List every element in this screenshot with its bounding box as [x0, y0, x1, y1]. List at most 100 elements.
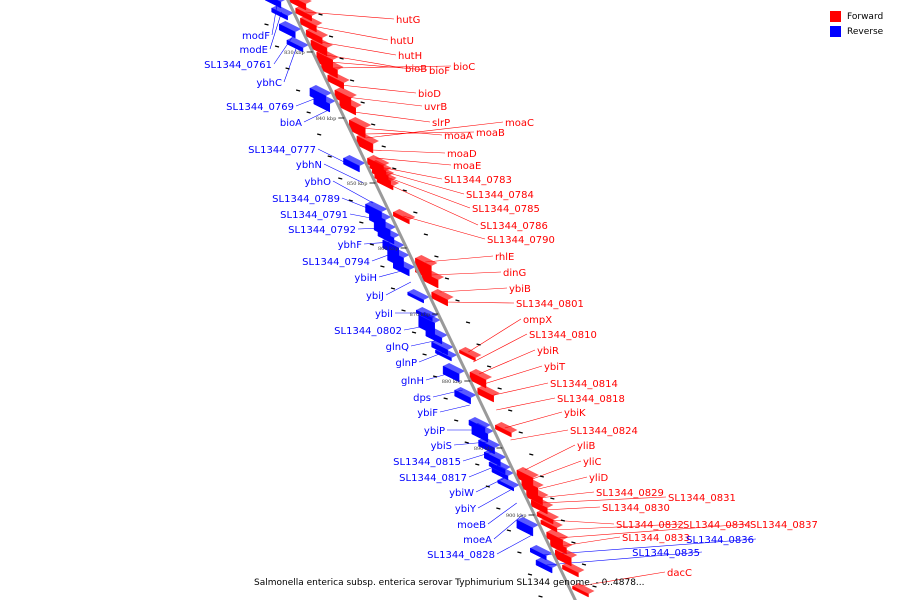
reverse-gene-label[interactable]: modE: [239, 45, 268, 56]
forward-gene-block[interactable]: [376, 175, 400, 191]
reverse-gene-block[interactable]: [279, 21, 302, 39]
reverse-gene-label[interactable]: SL1344_0792: [288, 225, 356, 236]
forward-gene-label[interactable]: ybiR: [537, 346, 559, 357]
reverse-gene-label[interactable]: glnH: [401, 376, 424, 387]
forward-gene-label[interactable]: SL1344_0831: [668, 493, 736, 504]
forward-gene-label[interactable]: yliD: [589, 473, 608, 484]
forward-gene-label[interactable]: SL1344_0832: [616, 520, 684, 531]
forward-gene-label[interactable]: moaC: [505, 118, 534, 129]
forward-gene-label[interactable]: SL1344_0834: [683, 520, 751, 531]
reverse-gene-label[interactable]: SL1344_0789: [272, 194, 340, 205]
reverse-gene-label[interactable]: bioA: [280, 118, 302, 129]
forward-gene-label[interactable]: moaA: [444, 131, 473, 142]
forward-gene-label[interactable]: bioC: [453, 62, 475, 73]
reverse-gene-label[interactable]: SL1344_0817: [399, 473, 467, 484]
forward-gene-label[interactable]: SL1344_0784: [466, 190, 534, 201]
reverse-gene-block[interactable]: [497, 477, 520, 492]
reverse-gene-block[interactable]: [535, 557, 559, 574]
forward-gene-label[interactable]: SL1344_0837: [750, 520, 818, 531]
forward-gene-block[interactable]: [477, 385, 500, 403]
forward-gene-label[interactable]: SL1344_0814: [550, 379, 618, 390]
forward-gene-block[interactable]: [495, 422, 518, 438]
forward-gene-label[interactable]: bioD: [418, 89, 441, 100]
reverse-gene-label[interactable]: SL1344_0836: [686, 535, 754, 546]
forward-gene-block[interactable]: [327, 72, 350, 90]
reverse-gene-label[interactable]: ybhF: [338, 240, 363, 251]
reverse-gene-block[interactable]: [454, 387, 477, 405]
forward-gene-label[interactable]: SL1344_0801: [516, 299, 584, 310]
forward-gene-label[interactable]: ybiK: [564, 408, 586, 419]
reverse-gene-label[interactable]: SL1344_0828: [427, 550, 495, 561]
reverse-gene-label[interactable]: ybiS: [431, 441, 452, 452]
forward-gene-block[interactable]: [393, 209, 416, 225]
reverse-gene-label[interactable]: glnP: [396, 358, 418, 369]
forward-gene-block[interactable]: [562, 562, 585, 578]
forward-gene-label[interactable]: SL1344_0783: [444, 175, 512, 186]
reverse-gene-label[interactable]: SL1344_0835: [632, 548, 700, 559]
reverse-gene-block[interactable]: [393, 259, 416, 277]
forward-gene-label[interactable]: SL1344_0818: [557, 394, 625, 405]
reverse-gene-block[interactable]: [407, 289, 430, 304]
reverse-gene-block[interactable]: [442, 363, 466, 383]
reverse-gene-label[interactable]: modF: [242, 31, 270, 42]
forward-gene-label[interactable]: moaB: [476, 128, 505, 139]
reverse-gene-block[interactable]: [313, 93, 336, 113]
forward-gene-block[interactable]: [459, 347, 482, 362]
reverse-gene-label[interactable]: glnQ: [386, 342, 409, 353]
forward-gene-label[interactable]: SL1344_0785: [472, 204, 540, 215]
reverse-gene-label[interactable]: SL1344_0794: [302, 257, 370, 268]
forward-gene-label[interactable]: moaE: [453, 161, 481, 172]
forward-gene-label[interactable]: hutG: [396, 15, 420, 26]
forward-gene-label[interactable]: dinG: [503, 268, 526, 279]
forward-gene-label[interactable]: SL1344_0833: [622, 533, 690, 544]
forward-gene-label[interactable]: hutH: [398, 51, 422, 62]
forward-gene-label[interactable]: SL1344_0810: [529, 330, 597, 341]
reverse-gene-label[interactable]: ybiY: [455, 504, 477, 515]
forward-gene-block[interactable]: [339, 97, 362, 116]
reverse-gene-label[interactable]: SL1344_0802: [334, 326, 402, 337]
reverse-gene-block[interactable]: [435, 347, 458, 362]
reverse-gene-label[interactable]: dps: [413, 393, 431, 404]
forward-gene-label[interactable]: dacC: [667, 568, 692, 579]
forward-gene-label[interactable]: bioB: [405, 64, 427, 75]
reverse-gene-label[interactable]: ybiI: [375, 309, 393, 320]
forward-gene-label[interactable]: SL1344_0786: [480, 221, 548, 232]
reverse-gene-block[interactable]: [516, 517, 539, 537]
reverse-gene-label[interactable]: ybhO: [305, 177, 332, 188]
reverse-gene-label[interactable]: ybiH: [354, 273, 377, 284]
reverse-gene-label[interactable]: SL1344_0769: [226, 102, 294, 113]
forward-gene-label[interactable]: SL1344_0824: [570, 426, 638, 437]
forward-gene-label[interactable]: SL1344_0790: [487, 235, 555, 246]
reverse-gene-block[interactable]: [343, 155, 366, 173]
forward-gene-label[interactable]: SL1344_0830: [602, 503, 670, 514]
reverse-gene-label[interactable]: SL1344_0791: [280, 210, 348, 221]
reverse-gene-label[interactable]: SL1344_0777: [248, 145, 316, 156]
reverse-gene-label[interactable]: SL1344_0815: [393, 457, 461, 468]
reverse-gene-block[interactable]: [286, 37, 309, 53]
reverse-connector: [493, 514, 523, 540]
forward-gene-block[interactable]: [572, 583, 595, 598]
forward-gene-label[interactable]: ybiT: [544, 362, 566, 373]
forward-gene-label[interactable]: bioF: [429, 66, 450, 77]
forward-gene-label[interactable]: rhlE: [495, 252, 514, 263]
forward-gene-block[interactable]: [431, 289, 454, 307]
reverse-gene-block[interactable]: [271, 5, 294, 21]
reverse-gene-label[interactable]: ybiW: [449, 488, 474, 499]
forward-gene-label[interactable]: moaD: [447, 149, 477, 160]
reverse-gene-label[interactable]: SL1344_0761: [204, 60, 272, 71]
reverse-gene-label[interactable]: ybiJ: [366, 291, 384, 302]
forward-gene-label[interactable]: ybiB: [509, 284, 531, 295]
forward-gene-label[interactable]: slrP: [432, 118, 450, 129]
reverse-gene-label[interactable]: moeB: [457, 520, 486, 531]
reverse-gene-label[interactable]: ybiP: [424, 426, 445, 437]
reverse-gene-label[interactable]: ybiF: [417, 408, 438, 419]
forward-gene-label[interactable]: yliC: [583, 457, 601, 468]
reverse-gene-label[interactable]: ybhC: [256, 78, 282, 89]
reverse-gene-label[interactable]: ybhN: [296, 160, 322, 171]
forward-gene-label[interactable]: uvrB: [424, 102, 447, 113]
reverse-gene-label[interactable]: moeA: [463, 535, 492, 546]
forward-gene-label[interactable]: yliB: [577, 441, 595, 452]
forward-gene-label[interactable]: ompX: [523, 315, 552, 326]
forward-gene-label[interactable]: SL1344_0829: [596, 488, 664, 499]
forward-gene-label[interactable]: hutU: [390, 36, 414, 47]
